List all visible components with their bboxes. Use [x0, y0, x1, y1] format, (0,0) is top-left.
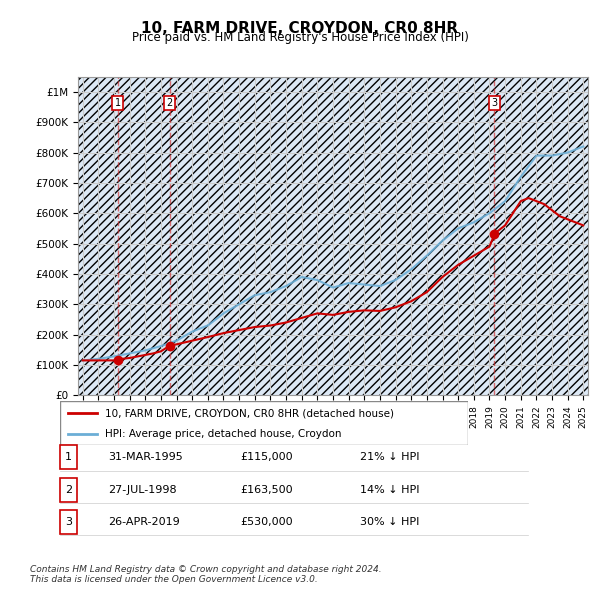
FancyBboxPatch shape [60, 401, 468, 445]
Text: 31-MAR-1995: 31-MAR-1995 [108, 453, 183, 462]
Text: £530,000: £530,000 [240, 517, 293, 527]
Text: 2: 2 [65, 485, 72, 494]
Text: 10, FARM DRIVE, CROYDON, CR0 8HR: 10, FARM DRIVE, CROYDON, CR0 8HR [142, 21, 458, 35]
Text: £163,500: £163,500 [240, 485, 293, 494]
Text: HPI: Average price, detached house, Croydon: HPI: Average price, detached house, Croy… [105, 428, 341, 438]
Text: 26-APR-2019: 26-APR-2019 [108, 517, 180, 527]
Text: 10, FARM DRIVE, CROYDON, CR0 8HR (detached house): 10, FARM DRIVE, CROYDON, CR0 8HR (detach… [105, 408, 394, 418]
Text: Contains HM Land Registry data © Crown copyright and database right 2024.
This d: Contains HM Land Registry data © Crown c… [30, 565, 382, 584]
Text: Price paid vs. HM Land Registry's House Price Index (HPI): Price paid vs. HM Land Registry's House … [131, 31, 469, 44]
Text: 1: 1 [65, 453, 72, 462]
Text: 3: 3 [65, 517, 72, 527]
Text: 14% ↓ HPI: 14% ↓ HPI [360, 485, 419, 494]
Text: 2: 2 [167, 98, 173, 108]
Text: 3: 3 [491, 98, 497, 108]
Text: 30% ↓ HPI: 30% ↓ HPI [360, 517, 419, 527]
Text: £115,000: £115,000 [240, 453, 293, 462]
Text: 1: 1 [115, 98, 121, 108]
Text: 27-JUL-1998: 27-JUL-1998 [108, 485, 176, 494]
Text: 21% ↓ HPI: 21% ↓ HPI [360, 453, 419, 462]
